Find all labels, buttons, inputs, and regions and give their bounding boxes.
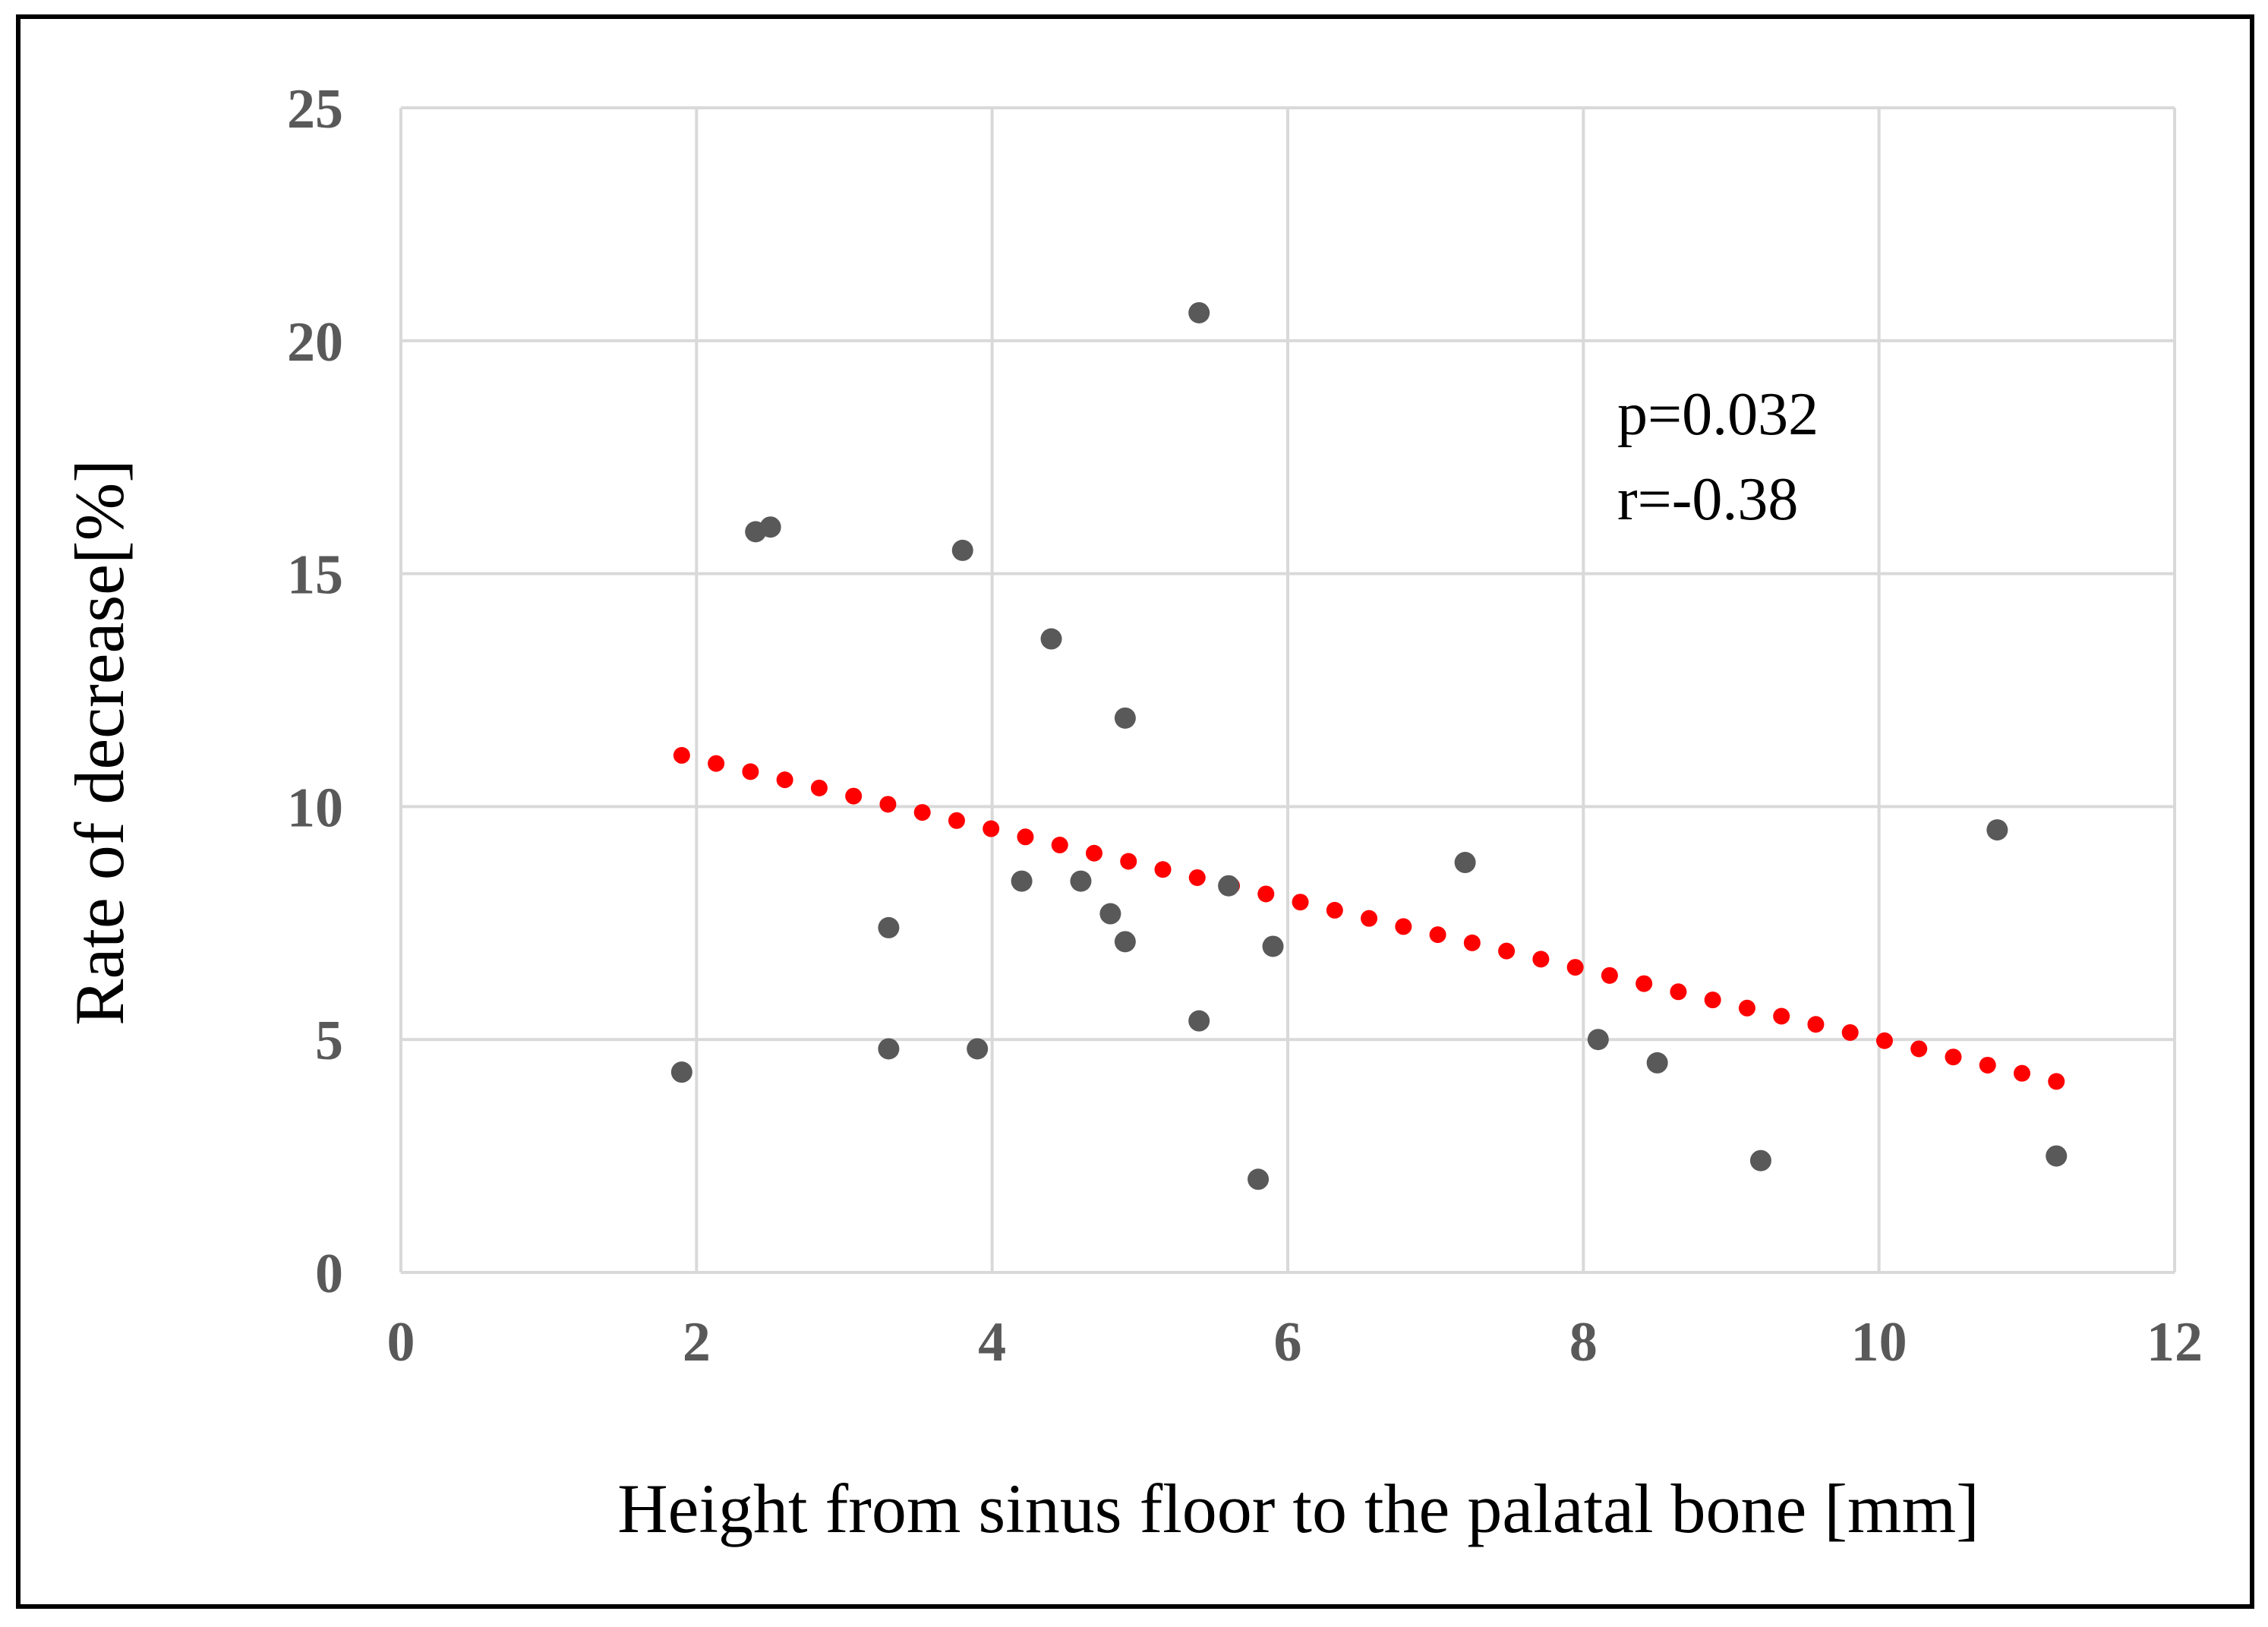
trendline-dot [948,812,965,829]
x-tick-label: 0 [387,1311,415,1373]
data-point [1188,1010,1210,1032]
data-point [878,1038,900,1060]
trendline-dot [2048,1073,2065,1090]
trendline-dot [983,820,1000,837]
data-point [1262,935,1284,957]
trendline-dot [1051,837,1068,854]
x-tick-label: 12 [2147,1311,2203,1373]
trendline-dot [1738,999,1755,1017]
trendline-dot [1017,828,1034,846]
trendline-dot [810,779,828,796]
trendline-dot [1807,1016,1825,1033]
trendline-dot [1292,894,1309,911]
x-tick-label: 10 [1851,1311,1907,1373]
y-axis-title: Rate of decrease[%] [61,459,138,1026]
data-point [1011,870,1033,892]
trendline-dot [2014,1064,2031,1082]
y-tick-label: 15 [287,544,343,607]
trendline-dot [1085,844,1102,862]
data-point [1114,931,1136,953]
data-point [1454,852,1476,874]
trendline-dot [1704,992,1721,1009]
trendline-dot [1601,966,1618,984]
trendline-dot [673,746,690,764]
trendline-dot [879,796,897,813]
trendline-dot [1979,1056,1996,1074]
p-value-annotation: p=0.032 [1617,381,1819,448]
x-tick-label: 2 [683,1311,711,1373]
trendline-dot [1257,885,1275,903]
x-tick-label: 4 [978,1311,1006,1373]
data-point [1587,1029,1609,1051]
trendline-dot [1875,1032,1893,1049]
data-point [1218,875,1240,897]
trendline-dot [845,787,863,805]
data-point [1248,1168,1270,1190]
data-point [878,916,900,938]
trendline-dot [1429,926,1446,944]
trendline-dot [1945,1048,1962,1066]
trendline-dot [1498,942,1516,960]
trendline-dot [742,763,759,780]
trendline-dot [1636,975,1653,992]
trendline-dot [1395,918,1412,935]
trendline-dot [1910,1040,1928,1058]
grid [401,106,2176,1272]
trendline-dot [1670,983,1687,1001]
trendline-dot [1532,951,1550,968]
trendline-dot [1566,959,1584,976]
axes [399,108,2175,1274]
data-point [2046,1145,2068,1167]
trendline-dot [1361,910,1378,927]
data-point [1749,1149,1771,1171]
x-tick-label: 6 [1274,1311,1302,1373]
trendline-dot [1326,901,1343,919]
data-point [967,1038,989,1060]
y-tick-label: 25 [287,78,343,140]
y-tick-label: 10 [287,777,343,839]
data-point [1646,1052,1668,1074]
data-point [1188,301,1210,323]
tick-labels: 0 5 10 15 20 25 0 2 4 6 8 10 12 [287,78,2203,1373]
data-point [670,1061,692,1083]
x-tick-label: 8 [1569,1311,1598,1373]
data-point [1114,707,1136,729]
data-point [1986,819,2008,841]
trendline [673,746,2065,1090]
trendline-dot [1120,853,1137,870]
data-point [1040,628,1062,650]
x-axis-title: Height from sinus floor to the palatal b… [617,1470,1979,1547]
y-tick-label: 0 [315,1243,343,1305]
r-value-annotation: r=-0.38 [1617,466,1798,533]
trendline-dot [1841,1023,1859,1041]
data-point [951,539,973,561]
trendline-dot [913,804,931,821]
y-tick-label: 5 [315,1010,343,1072]
y-tick-label: 20 [287,311,343,374]
trendline-dot [1188,869,1206,886]
trendline-dot [1773,1007,1790,1025]
trendline-dot [708,755,725,772]
data-point [1070,870,1092,892]
trendline-dot [1154,861,1172,878]
trendline-dot [1463,934,1481,951]
data-point [1099,903,1121,925]
trendline-dot [776,771,793,789]
chart-frame [16,14,2254,1609]
data-points [670,301,2068,1190]
data-point [759,516,781,538]
